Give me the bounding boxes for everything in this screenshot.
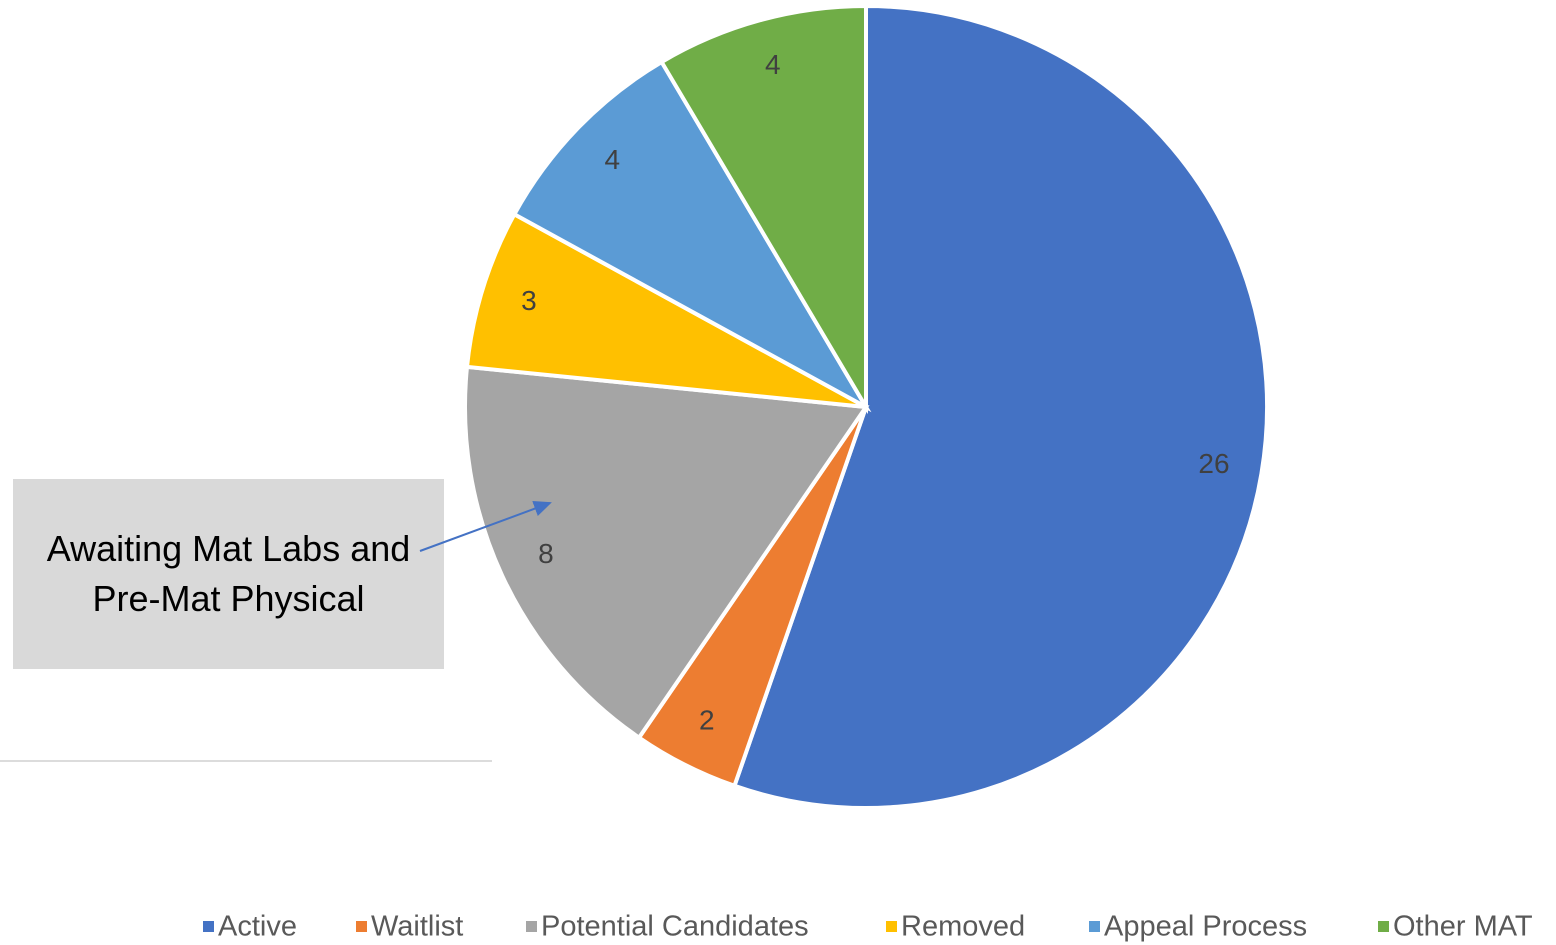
data-label: 8: [538, 538, 554, 569]
legend-label: Potential Candidates: [541, 911, 809, 943]
legend-label: Removed: [901, 911, 1025, 943]
legend-label: Active: [218, 911, 297, 943]
legend-marker: [1089, 921, 1100, 932]
legend-marker: [526, 921, 537, 932]
legend-label: Waitlist: [371, 911, 463, 943]
legend-marker: [203, 921, 214, 932]
data-label: 4: [605, 144, 621, 175]
pie-slice: [463, 364, 870, 741]
legend-label: Appeal Process: [1104, 911, 1307, 943]
data-label: 3: [521, 285, 537, 316]
annotation: Awaiting Mat Labs and Pre-Mat Physical: [13, 479, 444, 669]
legend-marker: [356, 921, 367, 932]
legend-label: Other MAT: [1393, 911, 1533, 943]
data-label: 4: [765, 49, 781, 80]
legend-marker: [1378, 921, 1389, 932]
legend-marker: [886, 921, 897, 932]
pie-slice: [464, 211, 867, 409]
pie-slice: [658, 3, 868, 415]
pie-slice: [511, 59, 872, 413]
data-label: 26: [1198, 448, 1229, 479]
data-label: 2: [699, 704, 715, 735]
